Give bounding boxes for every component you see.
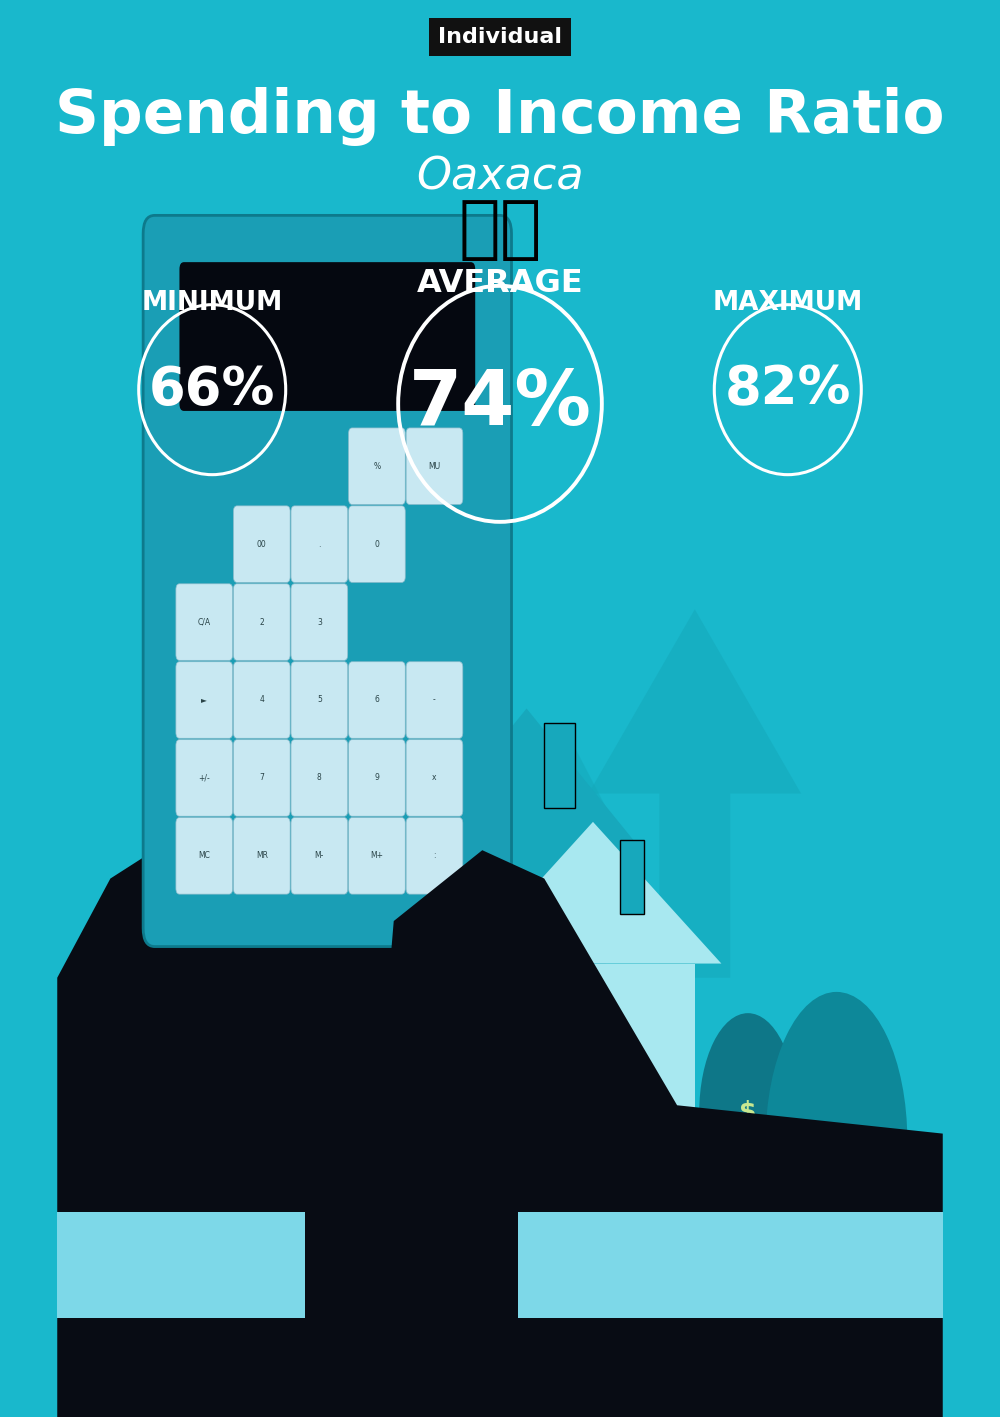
Polygon shape xyxy=(57,794,500,1417)
Text: 🇲🇽: 🇲🇽 xyxy=(458,196,542,264)
FancyBboxPatch shape xyxy=(291,584,348,660)
FancyBboxPatch shape xyxy=(406,818,463,894)
FancyBboxPatch shape xyxy=(291,662,348,738)
Text: +/-: +/- xyxy=(198,774,210,782)
Text: 00: 00 xyxy=(257,540,267,548)
FancyBboxPatch shape xyxy=(349,506,405,582)
Polygon shape xyxy=(447,850,606,1020)
FancyBboxPatch shape xyxy=(233,740,290,816)
FancyBboxPatch shape xyxy=(291,740,348,816)
FancyBboxPatch shape xyxy=(560,1041,603,1162)
FancyBboxPatch shape xyxy=(406,662,463,738)
Polygon shape xyxy=(57,1212,305,1318)
Ellipse shape xyxy=(699,1013,797,1212)
Text: 6: 6 xyxy=(374,696,379,704)
FancyBboxPatch shape xyxy=(560,1041,564,1162)
FancyBboxPatch shape xyxy=(179,262,475,411)
FancyBboxPatch shape xyxy=(708,1163,792,1173)
Text: 5: 5 xyxy=(317,696,322,704)
Text: -: - xyxy=(433,696,436,704)
Text: MU: MU xyxy=(428,462,441,470)
FancyBboxPatch shape xyxy=(176,740,233,816)
FancyBboxPatch shape xyxy=(406,428,463,504)
Text: 9: 9 xyxy=(374,774,379,782)
FancyBboxPatch shape xyxy=(291,818,348,894)
FancyBboxPatch shape xyxy=(291,506,348,582)
FancyBboxPatch shape xyxy=(708,1173,792,1183)
Text: 0: 0 xyxy=(374,540,379,548)
Text: $: $ xyxy=(739,1101,757,1124)
Polygon shape xyxy=(349,708,580,935)
FancyBboxPatch shape xyxy=(708,1134,792,1144)
Text: AVERAGE: AVERAGE xyxy=(417,268,583,299)
FancyBboxPatch shape xyxy=(233,818,290,894)
Polygon shape xyxy=(518,1212,943,1318)
Text: 8: 8 xyxy=(317,774,322,782)
Text: .: . xyxy=(318,540,321,548)
Text: 66%: 66% xyxy=(149,364,275,415)
Text: M+: M+ xyxy=(370,852,383,860)
FancyBboxPatch shape xyxy=(599,1041,603,1162)
Polygon shape xyxy=(589,609,801,978)
Text: Spending to Income Ratio: Spending to Income Ratio xyxy=(55,86,945,146)
Polygon shape xyxy=(411,708,642,850)
FancyBboxPatch shape xyxy=(349,428,405,504)
Text: MINIMUM: MINIMUM xyxy=(142,290,283,316)
Text: Individual: Individual xyxy=(438,27,562,47)
FancyBboxPatch shape xyxy=(349,662,405,738)
Text: M-: M- xyxy=(315,852,324,860)
FancyBboxPatch shape xyxy=(406,740,463,816)
FancyBboxPatch shape xyxy=(176,818,233,894)
Ellipse shape xyxy=(766,992,907,1289)
Text: ►: ► xyxy=(201,696,207,704)
Text: $: $ xyxy=(823,1129,850,1166)
Text: 3: 3 xyxy=(317,618,322,626)
Text: MR: MR xyxy=(256,852,268,860)
Polygon shape xyxy=(491,964,695,1162)
FancyBboxPatch shape xyxy=(544,723,575,808)
Text: 82%: 82% xyxy=(725,364,851,415)
Polygon shape xyxy=(429,723,695,978)
Text: C/A: C/A xyxy=(198,618,211,626)
FancyBboxPatch shape xyxy=(233,584,290,660)
Text: MAXIMUM: MAXIMUM xyxy=(713,290,863,316)
FancyBboxPatch shape xyxy=(349,818,405,894)
FancyBboxPatch shape xyxy=(708,1153,792,1163)
Text: Oaxaca: Oaxaca xyxy=(416,156,584,198)
Text: x: x xyxy=(432,774,437,782)
FancyBboxPatch shape xyxy=(233,662,290,738)
Text: 2: 2 xyxy=(259,618,264,626)
FancyBboxPatch shape xyxy=(143,215,512,947)
Text: 7: 7 xyxy=(259,774,264,782)
FancyBboxPatch shape xyxy=(349,740,405,816)
Text: %: % xyxy=(373,462,380,470)
FancyBboxPatch shape xyxy=(708,1144,792,1153)
Text: 4: 4 xyxy=(259,696,264,704)
FancyBboxPatch shape xyxy=(620,840,644,914)
Text: :: : xyxy=(433,852,436,860)
FancyBboxPatch shape xyxy=(233,506,290,582)
FancyBboxPatch shape xyxy=(176,662,233,738)
Text: MC: MC xyxy=(198,852,210,860)
Polygon shape xyxy=(465,822,721,964)
Polygon shape xyxy=(376,850,943,1417)
FancyBboxPatch shape xyxy=(176,584,233,660)
Text: 74%: 74% xyxy=(409,367,591,441)
